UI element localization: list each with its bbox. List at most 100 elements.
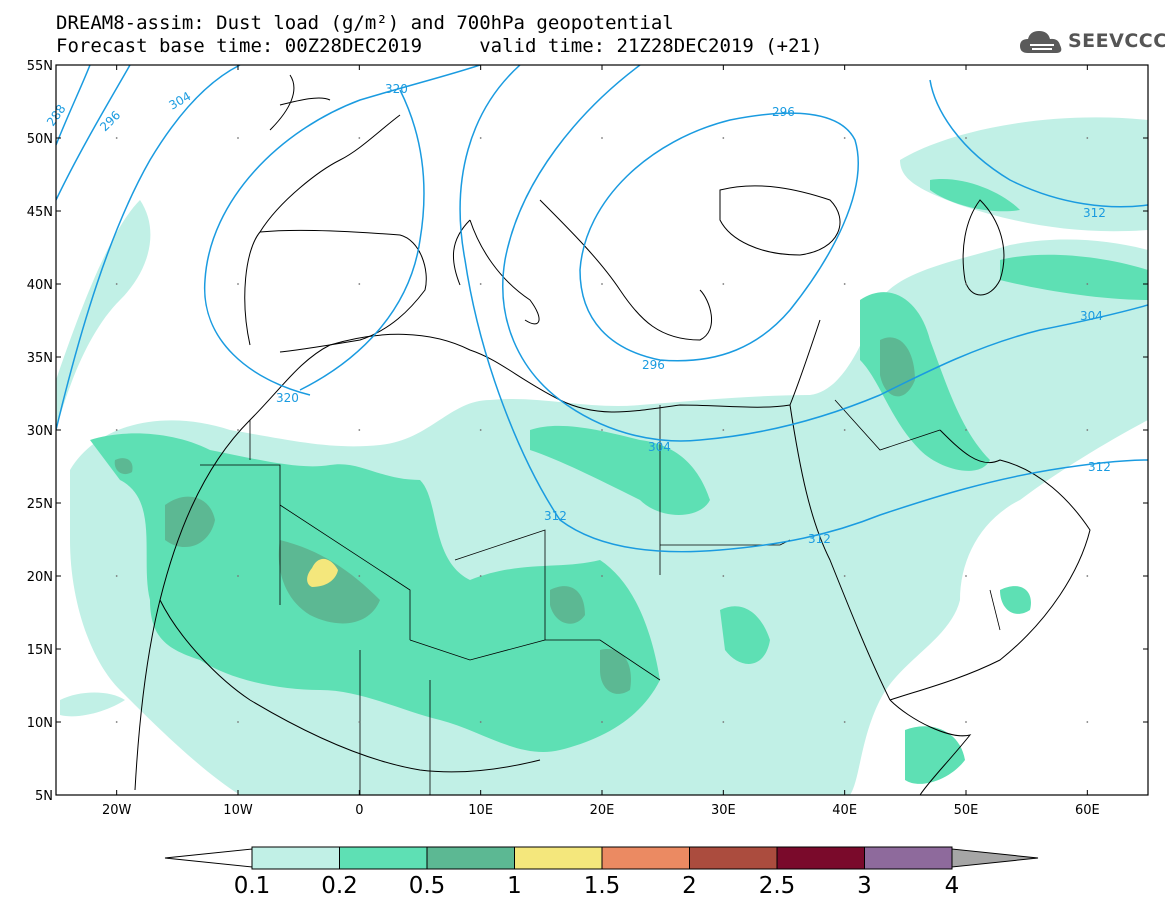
coastline-horn [889,699,972,795]
dust-region-dark [114,337,916,694]
y-tick-label: 55N [27,59,53,74]
grid-dot [237,137,239,139]
colorbar-box [689,846,778,870]
grid-dot [965,283,967,285]
coastline-black-sea [719,185,841,256]
contour-label: 304 [167,89,194,113]
coastline-italy [452,219,540,325]
colorbar: 0.1 0.2 0.5 1 1.5 2 2.5 3 4 [164,846,1039,899]
x-tick-label: 60E [1075,803,1100,818]
grid-dot [358,137,361,139]
colorbar-upper-arrow [951,848,1039,868]
colorbar-tick-label: 0.1 [234,873,271,899]
x-tick-label: 10E [468,803,493,818]
grid-dot [965,429,967,431]
grid-dot [358,283,361,285]
x-tick-label: 20W [102,803,132,818]
grid-dot [843,575,846,577]
grid-dot [237,429,239,431]
contour-label: 312 [1088,460,1111,474]
y-tick-label: 50N [27,132,53,147]
map-title: DREAM8-assim: Dust load (g/m²) and 700hP… [56,12,674,34]
y-tick-label: 35N [27,351,53,366]
coastline-levant-redsea [789,319,891,701]
contour-288 [56,65,91,146]
colorbar-tick-label: 3 [857,873,872,899]
geopotential-contours [56,65,1148,553]
y-tick-label: 15N [27,643,53,658]
contour-label: 320 [276,391,299,405]
contour-label: 312 [1083,206,1106,220]
coastline-balkans-greece [539,199,713,341]
contour-label: 296 [772,105,795,119]
coastline-iberia [244,229,427,353]
grid-dot [115,429,118,431]
y-tick-label: 40N [27,278,53,293]
contour-label: 304 [1080,309,1103,323]
contour-296-mid [579,112,859,362]
grid-dot [722,721,725,723]
colorbar-tick-label: 2.5 [759,873,796,899]
contour-304-mid [502,65,1148,442]
y-tick-label: 30N [27,424,53,439]
grid-dot [237,575,239,577]
axis-ticks [56,64,1148,796]
x-tick-label: 40E [832,803,857,818]
grid-dot [115,283,118,285]
coastline-france-uk [259,74,401,233]
contour-296-west [56,65,131,201]
grid-dot [843,429,846,431]
cloud-icon [1020,31,1062,53]
coastline-arabia [889,429,1091,701]
grid-dot [601,721,603,723]
grid-dot [358,429,361,431]
contour-label: 320 [385,82,408,96]
grid-dot [1086,429,1089,431]
grid-dot [237,283,239,285]
grid-dot [722,429,725,431]
grid-dot [843,283,846,285]
grid-dot [1086,137,1089,139]
x-tick-label: 50E [954,803,979,818]
colorbar-tick-label: 0.5 [409,873,446,899]
x-tick-label: 20E [590,803,615,818]
colorbar-tick-label: 1 [507,873,522,899]
contour-label: 296 [97,108,123,134]
grid-dot [722,575,725,577]
colorbar-tick-label: 4 [945,873,960,899]
colorbar-tick-label: 0.2 [321,873,358,899]
x-tick-label: 0 [355,803,363,818]
contour-label: 296 [642,358,665,372]
colorbar-box [776,846,865,870]
colorbar-tick-label: 2 [682,873,697,899]
logo-text: SEEVCCC [1068,30,1165,52]
colorbar-box [339,846,428,870]
grid-dot [115,721,118,723]
grid-dot [1086,721,1089,723]
coastline-west-africa [159,599,541,773]
contour-304-west [56,65,241,431]
colorbar-box [426,846,515,870]
grid-dot [115,137,118,139]
grid-dot [1086,575,1089,577]
contour-label: 312 [808,532,831,546]
colorbar-boxes [251,846,953,870]
grid-dot [479,575,482,577]
coastlines [134,74,1091,795]
grid-dot [358,721,361,723]
grid-dot [965,575,967,577]
colorbar-box [514,846,603,870]
colorbar-lower-arrow [164,848,253,868]
y-tick-label: 25N [27,497,53,512]
contour-296-east [929,79,1148,208]
grid-dot [479,721,482,723]
grid-dot [1086,283,1089,285]
y-axis-labels: 55N 50N 45N 40N 35N 30N 25N 20N 15N 10N 5N [27,59,53,804]
colorbar-box [251,846,340,870]
grid-dot [479,283,482,285]
dust-load-field [56,117,1148,795]
grid-dot [237,721,239,723]
colorbar-box [601,846,690,870]
contour-label: 312 [544,509,567,523]
